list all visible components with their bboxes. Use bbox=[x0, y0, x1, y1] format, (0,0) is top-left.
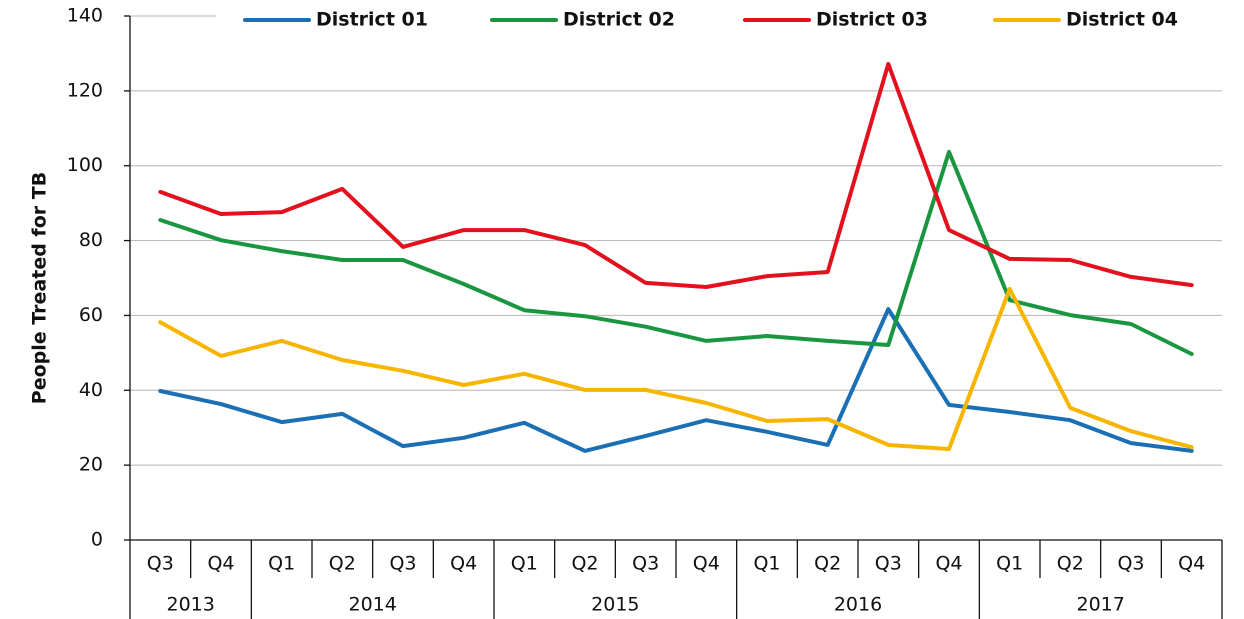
x-tick-label: Q4 bbox=[693, 553, 720, 575]
x-tick-label: Q3 bbox=[389, 553, 416, 575]
x-tick-label: Q3 bbox=[632, 553, 659, 575]
legend-box bbox=[216, 0, 1242, 40]
legend-label: District 04 bbox=[1066, 9, 1178, 31]
x-tick-label: Q1 bbox=[511, 553, 538, 575]
x-tick-label: Q1 bbox=[268, 553, 295, 575]
x-tick-label: Q4 bbox=[450, 553, 477, 575]
y-tick-label: 60 bbox=[79, 304, 103, 326]
y-tick-label: 20 bbox=[79, 454, 103, 476]
x-tick-label: Q4 bbox=[1178, 553, 1205, 575]
legend-label: District 03 bbox=[816, 9, 928, 31]
x-group-label: 2013 bbox=[166, 594, 214, 616]
x-tick-label: Q2 bbox=[814, 553, 841, 575]
x-tick-label: Q2 bbox=[1057, 553, 1084, 575]
y-tick-label: 120 bbox=[67, 79, 103, 101]
x-tick-label: Q2 bbox=[571, 553, 598, 575]
x-tick-label: Q1 bbox=[996, 553, 1023, 575]
x-group-label: 2016 bbox=[834, 594, 882, 616]
x-tick-label: Q1 bbox=[753, 553, 780, 575]
data-line bbox=[158, 149, 1194, 356]
y-tick-label: 80 bbox=[79, 229, 103, 251]
y-axis-title: People Treated for TB bbox=[29, 172, 51, 404]
y-tick-label: 100 bbox=[67, 154, 103, 176]
x-tick-label: Q3 bbox=[147, 553, 174, 575]
data-line bbox=[158, 286, 1194, 451]
x-tick-label: Q4 bbox=[207, 553, 234, 575]
x-tick-label: Q3 bbox=[875, 553, 902, 575]
x-group-label: 2014 bbox=[348, 594, 396, 616]
y-tick-label: 140 bbox=[67, 5, 103, 27]
data-line bbox=[158, 307, 1194, 453]
x-tick-label: Q3 bbox=[1117, 553, 1144, 575]
y-tick-label: 40 bbox=[79, 379, 103, 401]
x-group-label: 2017 bbox=[1076, 594, 1124, 616]
data-line bbox=[158, 61, 1194, 289]
x-tick-label: Q2 bbox=[329, 553, 356, 575]
legend-label: District 01 bbox=[316, 9, 428, 31]
x-group-label: 2015 bbox=[591, 594, 639, 616]
x-tick-label: Q4 bbox=[935, 553, 962, 575]
legend-label: District 02 bbox=[563, 9, 675, 31]
y-tick-label: 0 bbox=[91, 529, 103, 551]
